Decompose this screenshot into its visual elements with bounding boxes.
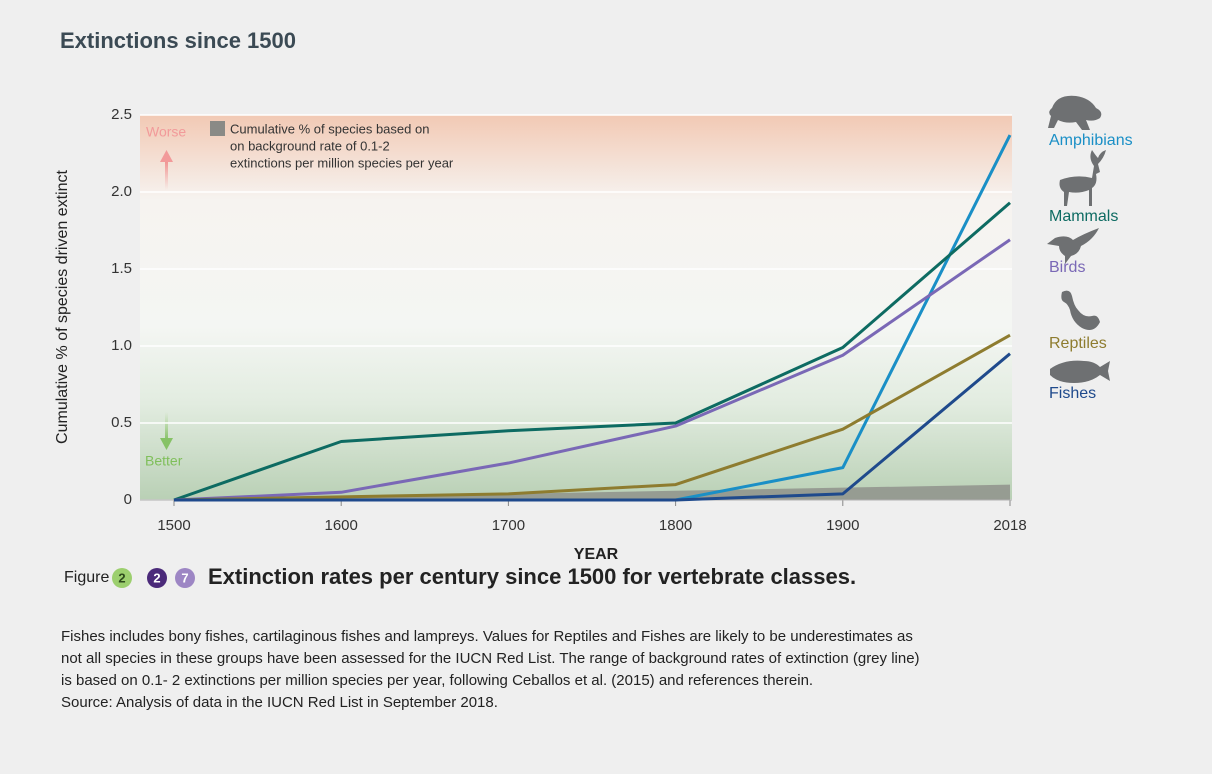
series-label: Fishes — [1049, 385, 1096, 402]
y-tick-label: 1.5 — [111, 260, 132, 277]
chart-title: Extinctions since 1500 — [60, 28, 296, 53]
y-tick-label: 2.5 — [111, 106, 132, 123]
badge — [112, 568, 132, 588]
fish-icon — [1050, 360, 1110, 383]
caption-line: Fishes includes bony fishes, cartilagino… — [61, 628, 913, 645]
better-arrow — [165, 412, 168, 440]
legend-text: extinctions per million species per year — [230, 155, 454, 170]
series-line — [173, 333, 1011, 502]
caption-line: Source: Analysis of data in the IUCN Red… — [61, 694, 498, 711]
series-line — [174, 352, 1011, 502]
y-tick-label: 2.0 — [111, 183, 132, 200]
amphibian-icon — [1048, 95, 1102, 130]
plot: 0 0.5 1.0 1.5 2.0 2.5 1500 1600 1700 1800 1900 2018… — [111, 106, 1027, 534]
better-label: Better — [145, 453, 183, 469]
badge — [147, 568, 167, 588]
series-label: Birds — [1049, 259, 1085, 276]
legend-swatch — [210, 121, 225, 136]
y-axis-label: Cumulative % of species driven extinct — [54, 170, 71, 444]
plot-background — [140, 115, 1012, 500]
better-arrow-head — [160, 438, 173, 450]
x-tick-label: 1600 — [325, 517, 358, 534]
figure-label: Figure — [64, 569, 109, 586]
series-line — [173, 201, 1011, 502]
badge-text: 2 — [118, 570, 125, 585]
series-label: Mammals — [1049, 208, 1118, 225]
series-line — [173, 238, 1011, 502]
x-tick-label: 1500 — [157, 517, 190, 534]
y-tick-label: 0 — [124, 491, 132, 508]
icons — [1047, 95, 1110, 383]
badge-text: 2 — [153, 570, 160, 585]
reptile-icon — [1061, 290, 1100, 330]
legend-text: Cumulative % of species based on — [230, 121, 429, 136]
bird-icon — [1047, 228, 1099, 264]
caption-heading: Extinction rates per century since 1500 … — [208, 564, 856, 589]
worse-arrow — [165, 160, 168, 190]
y-tick-label: 1.0 — [111, 337, 132, 354]
badge — [175, 568, 195, 588]
y-tick-label: 0.5 — [111, 414, 132, 431]
caption-line: not all species in these groups have bee… — [61, 650, 920, 667]
x-tick-label: 1900 — [826, 517, 859, 534]
badge-text: 7 — [181, 570, 188, 585]
x-tick-label: 1800 — [659, 517, 692, 534]
caption-line: is based on 0.1- 2 extinctions per milli… — [61, 672, 813, 689]
badges: 2 2 7 — [112, 568, 195, 588]
x-axis-label: YEAR — [574, 546, 619, 563]
legend-text: on background rate of 0.1-2 — [230, 138, 390, 153]
x-tick-label: 1700 — [492, 517, 525, 534]
x-tick-label: 2018 — [993, 517, 1026, 534]
mammal-icon — [1059, 150, 1106, 206]
worse-label: Worse — [146, 124, 186, 140]
series-label: Reptiles — [1049, 335, 1107, 352]
series-label: Amphibians — [1049, 132, 1133, 149]
worse-arrow-head — [160, 150, 173, 162]
